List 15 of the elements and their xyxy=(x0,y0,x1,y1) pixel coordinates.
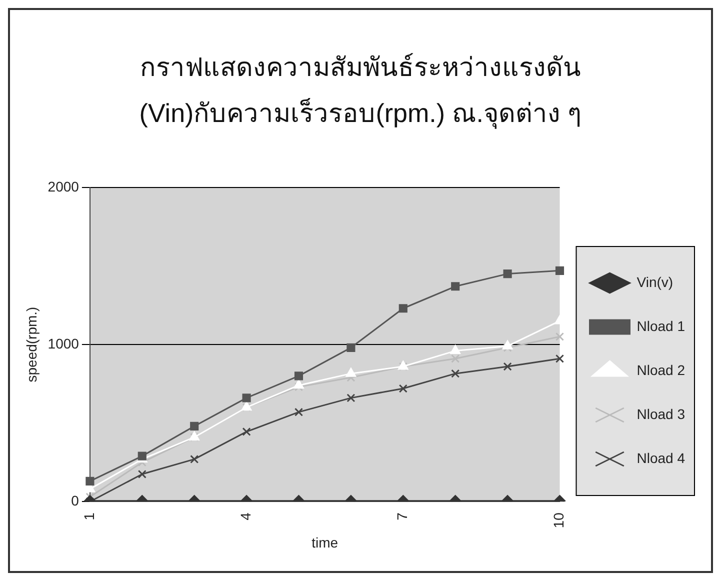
x-tick-label: 4 xyxy=(237,512,254,520)
y-tick-label: 1000 xyxy=(48,335,80,352)
x-tick-label: 1 xyxy=(80,512,97,520)
legend-label: Nload 4 xyxy=(636,450,686,466)
x-tick-label: 10 xyxy=(550,512,567,528)
legend-label: Nload 3 xyxy=(636,406,686,422)
legend-label: Vin(v) xyxy=(636,274,674,290)
x-tick-label: 7 xyxy=(394,512,410,520)
legend-label: Nload 1 xyxy=(636,318,686,334)
chart-title: กราฟแสดงความสัมพันธ์ระหว่างแรงดัน (Vin)กับความเร็วรอบ(rpm.) ณ.จุดต่าง ๆ xyxy=(138,51,583,131)
legend-label: Nload 2 xyxy=(636,362,686,378)
y-tick-label: 2000 xyxy=(48,178,80,194)
y-tick-label: 0 xyxy=(71,492,80,508)
y-axis-title: speed(rpm.) xyxy=(23,306,40,382)
x-axis-title: time xyxy=(312,534,338,550)
